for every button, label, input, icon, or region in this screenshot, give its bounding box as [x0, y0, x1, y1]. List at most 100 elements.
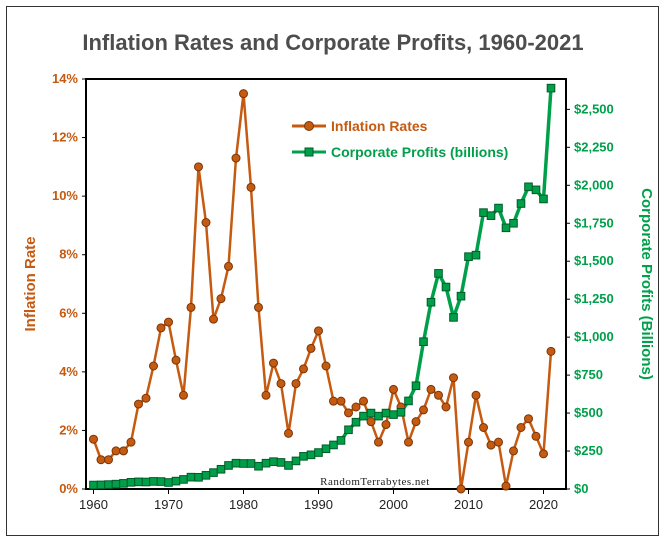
profits-point	[164, 478, 173, 487]
right-tick-label: $1,500	[574, 253, 614, 268]
profits-point	[261, 458, 271, 468]
inflation-point	[194, 162, 203, 172]
profits-point	[336, 436, 346, 445]
left-tick-label: 14%	[52, 71, 78, 86]
inflation-point	[329, 396, 338, 406]
inflation-point	[134, 399, 143, 409]
right-axis-ticks: $0 $250 $500 $750 $1,000 $1,250 $1,500 $1,750 $2…	[566, 101, 614, 496]
inflation-point	[359, 396, 368, 406]
profits-point	[284, 461, 293, 470]
right-tick-label: $500	[574, 405, 603, 420]
profits-point	[509, 218, 518, 228]
profits-point	[134, 477, 143, 487]
profits-point	[179, 475, 188, 484]
profits-point	[276, 458, 286, 467]
inflation-point	[336, 396, 346, 406]
profits-point	[456, 291, 466, 301]
profits-point	[479, 208, 488, 217]
left-tick-label: 4%	[59, 364, 78, 379]
profits-point	[269, 457, 278, 466]
profits-point	[524, 182, 533, 192]
profits-point	[216, 464, 226, 474]
left-tick-label: 10%	[52, 188, 78, 203]
profits-point	[246, 459, 256, 468]
inflation-point	[216, 294, 226, 304]
profits-point	[104, 480, 113, 489]
inflation-point	[284, 428, 293, 438]
inflation-point	[501, 481, 511, 491]
legend-label-inflation: Inflation Rates	[331, 118, 428, 134]
inflation-point	[374, 437, 383, 447]
profits-point	[411, 381, 421, 391]
inflation-point	[141, 393, 151, 403]
profits-point	[404, 396, 413, 406]
inflation-point	[344, 408, 353, 418]
profits-point	[329, 440, 338, 450]
y-axis-label-left: Inflation Rate	[22, 236, 39, 331]
inflation-point	[351, 402, 361, 412]
inflation-point	[479, 423, 488, 432]
inflation-point	[486, 440, 496, 450]
profits-point	[494, 203, 503, 213]
profits-point	[381, 408, 391, 418]
profits-point	[441, 282, 451, 292]
legend-marker-profits	[304, 147, 314, 157]
profits-point	[224, 461, 233, 470]
legend: Inflation Rates Corporate Profits (billi…	[292, 118, 508, 160]
profits-point	[501, 223, 511, 233]
inflation-point	[111, 446, 121, 456]
profits-point	[389, 410, 398, 419]
right-tick-label: $750	[574, 367, 603, 382]
profits-point	[539, 194, 548, 204]
inflation-point	[426, 384, 436, 394]
inflation-point	[224, 261, 233, 271]
profits-point	[306, 450, 316, 460]
profits-point	[231, 458, 241, 468]
profits-point	[374, 411, 383, 421]
profits-point	[171, 476, 181, 486]
profits-point	[186, 472, 196, 482]
inflation-point	[441, 402, 451, 412]
chart-title: Inflation Rates and Corporate Profits, 1…	[82, 30, 583, 55]
x-axis-ticks: 1960 1970 1980 1990 2000 2010 2020	[79, 489, 558, 512]
inflation-point	[524, 414, 533, 424]
inflation-point	[96, 455, 106, 465]
inflation-point	[449, 373, 458, 383]
inflation-point	[299, 364, 308, 374]
profits-point	[291, 456, 301, 466]
inflation-point	[254, 302, 263, 312]
profits-point	[516, 199, 526, 208]
profits-point	[239, 459, 248, 468]
x-tick-label: 1990	[304, 497, 333, 512]
inflation-point	[276, 379, 286, 389]
profits-point	[351, 417, 361, 427]
inflation-point	[89, 434, 98, 444]
plot-area	[85, 78, 567, 490]
left-tick-label: 0%	[59, 481, 78, 496]
inflation-point	[104, 455, 113, 465]
inflation-point	[411, 417, 421, 427]
profits-point	[209, 468, 218, 477]
profits-point	[464, 252, 473, 261]
profits-point	[321, 444, 331, 454]
right-tick-label: $1,250	[574, 291, 614, 306]
inflation-point	[306, 343, 316, 353]
inflation-point	[419, 405, 428, 415]
inflation-point	[179, 390, 188, 400]
y-axis-label-right: Corporate Profits (Billions)	[638, 188, 655, 380]
right-tick-label: $2,500	[574, 101, 614, 116]
profits-point	[89, 480, 98, 490]
profits-point	[119, 479, 128, 488]
profits-point	[546, 83, 556, 93]
inflation-point	[464, 437, 473, 447]
x-tick-label: 1960	[79, 497, 108, 512]
inflation-point	[239, 89, 248, 99]
inflation-point	[539, 449, 548, 459]
inflation-point	[389, 384, 398, 394]
inflation-point	[509, 446, 518, 456]
inflation-point	[381, 420, 391, 430]
right-tick-label: $250	[574, 443, 603, 458]
inflation-point	[261, 390, 271, 400]
inflation-point	[456, 484, 466, 494]
